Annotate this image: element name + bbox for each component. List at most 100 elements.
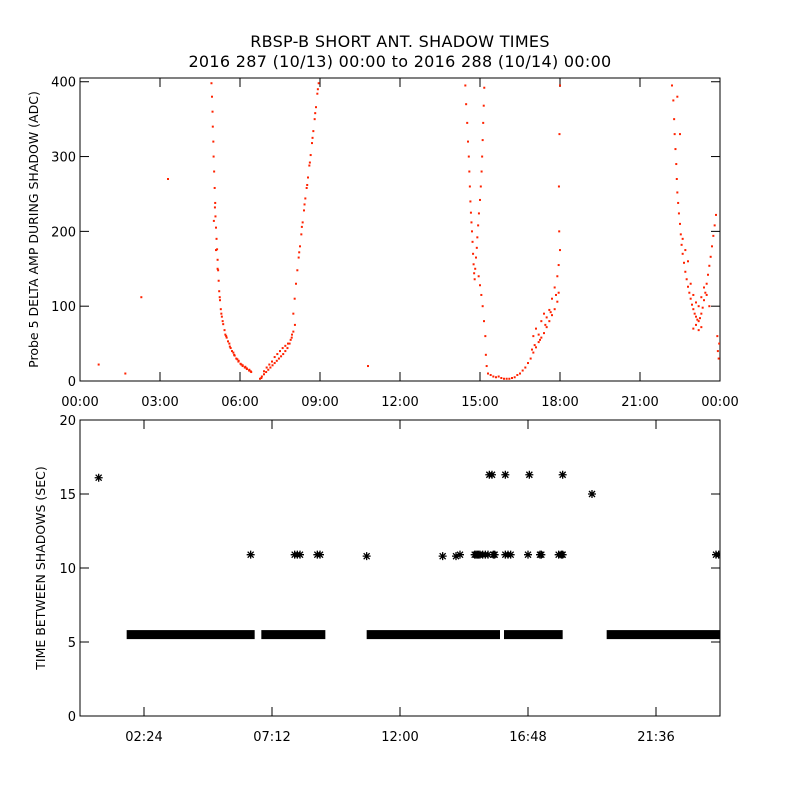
data-point [687,260,689,263]
data-point [215,249,217,252]
data-point [558,230,561,233]
data-point [456,550,464,559]
data-point [124,372,127,375]
data-point [221,320,224,323]
data-point [519,372,521,375]
data-point [307,176,309,179]
data-point [508,377,511,380]
data-point [539,338,541,341]
data-point [481,155,484,158]
data-point [703,299,705,302]
data-run [366,630,500,640]
data-point [540,320,543,323]
bottom-panel-time-between: 02:24 07:12 12:00 16:48 21:36 0 5 10 15 20 TIME BE… [33,414,721,745]
data-point [268,363,271,366]
data-point [314,112,317,115]
data-point [214,215,217,218]
x-tick-label: 00:00 [61,395,98,410]
data-point [705,282,708,285]
data-point [305,186,308,189]
data-point [474,267,477,270]
data-point [296,550,304,559]
data-point [557,264,560,267]
data-point [296,269,299,272]
data-point [483,86,486,89]
data-point [280,355,283,358]
data-point [276,353,279,356]
data-point [558,550,567,559]
data-point [695,301,697,304]
data-point [692,327,695,330]
data-point [316,88,319,91]
data-point [212,140,215,143]
data-point [228,342,231,345]
data-point [273,362,276,365]
plot-frame [79,419,721,717]
x-tick-label: 21:00 [621,395,658,410]
data-point [216,267,219,270]
data-point [708,305,711,308]
y-axis-label: TIME BETWEEN SHADOWS (SEC) [33,466,48,671]
data-point [548,308,551,311]
data-point [683,261,685,264]
data-point [551,314,553,317]
data-point [240,363,243,366]
data-point [227,340,229,343]
data-point [215,237,218,240]
data-point [545,326,548,329]
data-point [246,550,255,559]
data-point [532,335,535,338]
y-tick-label: 0 [68,375,76,390]
data-point [211,125,214,128]
data-point [222,323,225,326]
data-point [260,377,263,380]
data-point [231,350,233,353]
data-point [249,370,252,373]
data-point [304,197,307,200]
data-point [299,245,301,248]
data-point [287,342,289,345]
data-point [212,219,215,222]
data-point [700,296,703,299]
data-point [298,251,301,254]
data-run [504,630,563,640]
data-point [211,110,214,113]
data-point [556,275,559,278]
data-point [210,82,213,85]
data-point [532,351,535,354]
data-point [691,303,693,306]
data-point [697,320,700,323]
data-point [529,357,532,360]
data-point [473,278,476,281]
data-point [701,306,704,309]
x-tick-label: 12:00 [381,730,418,745]
data-point [244,365,247,368]
data-point [684,249,687,252]
data-point [216,248,219,251]
data-point [236,358,239,361]
data-point [535,327,537,330]
data-point [286,347,289,350]
data-point [317,82,320,85]
data-point [511,377,513,380]
data-point [469,200,472,203]
y-tick-label: 5 [68,636,76,651]
data-point [482,121,485,124]
chart-subtitle: 2016 287 (10/13) 00:00 to 2016 288 (10/1… [188,52,612,71]
data-point [220,315,223,318]
data-point [557,185,560,188]
chart-title: RBSP-B SHORT ANT. SHADOW TIMES [250,32,550,51]
data-point [470,221,473,224]
data-point [713,224,716,227]
data-run [126,630,255,640]
data-point [284,344,287,347]
data-point [485,365,488,368]
data-point [524,366,527,369]
data-point [558,133,561,136]
data-point [717,357,720,360]
data-point [675,163,678,166]
data-point [501,470,510,479]
data-point [531,348,533,351]
data-point [673,118,676,121]
data-point [679,233,682,236]
